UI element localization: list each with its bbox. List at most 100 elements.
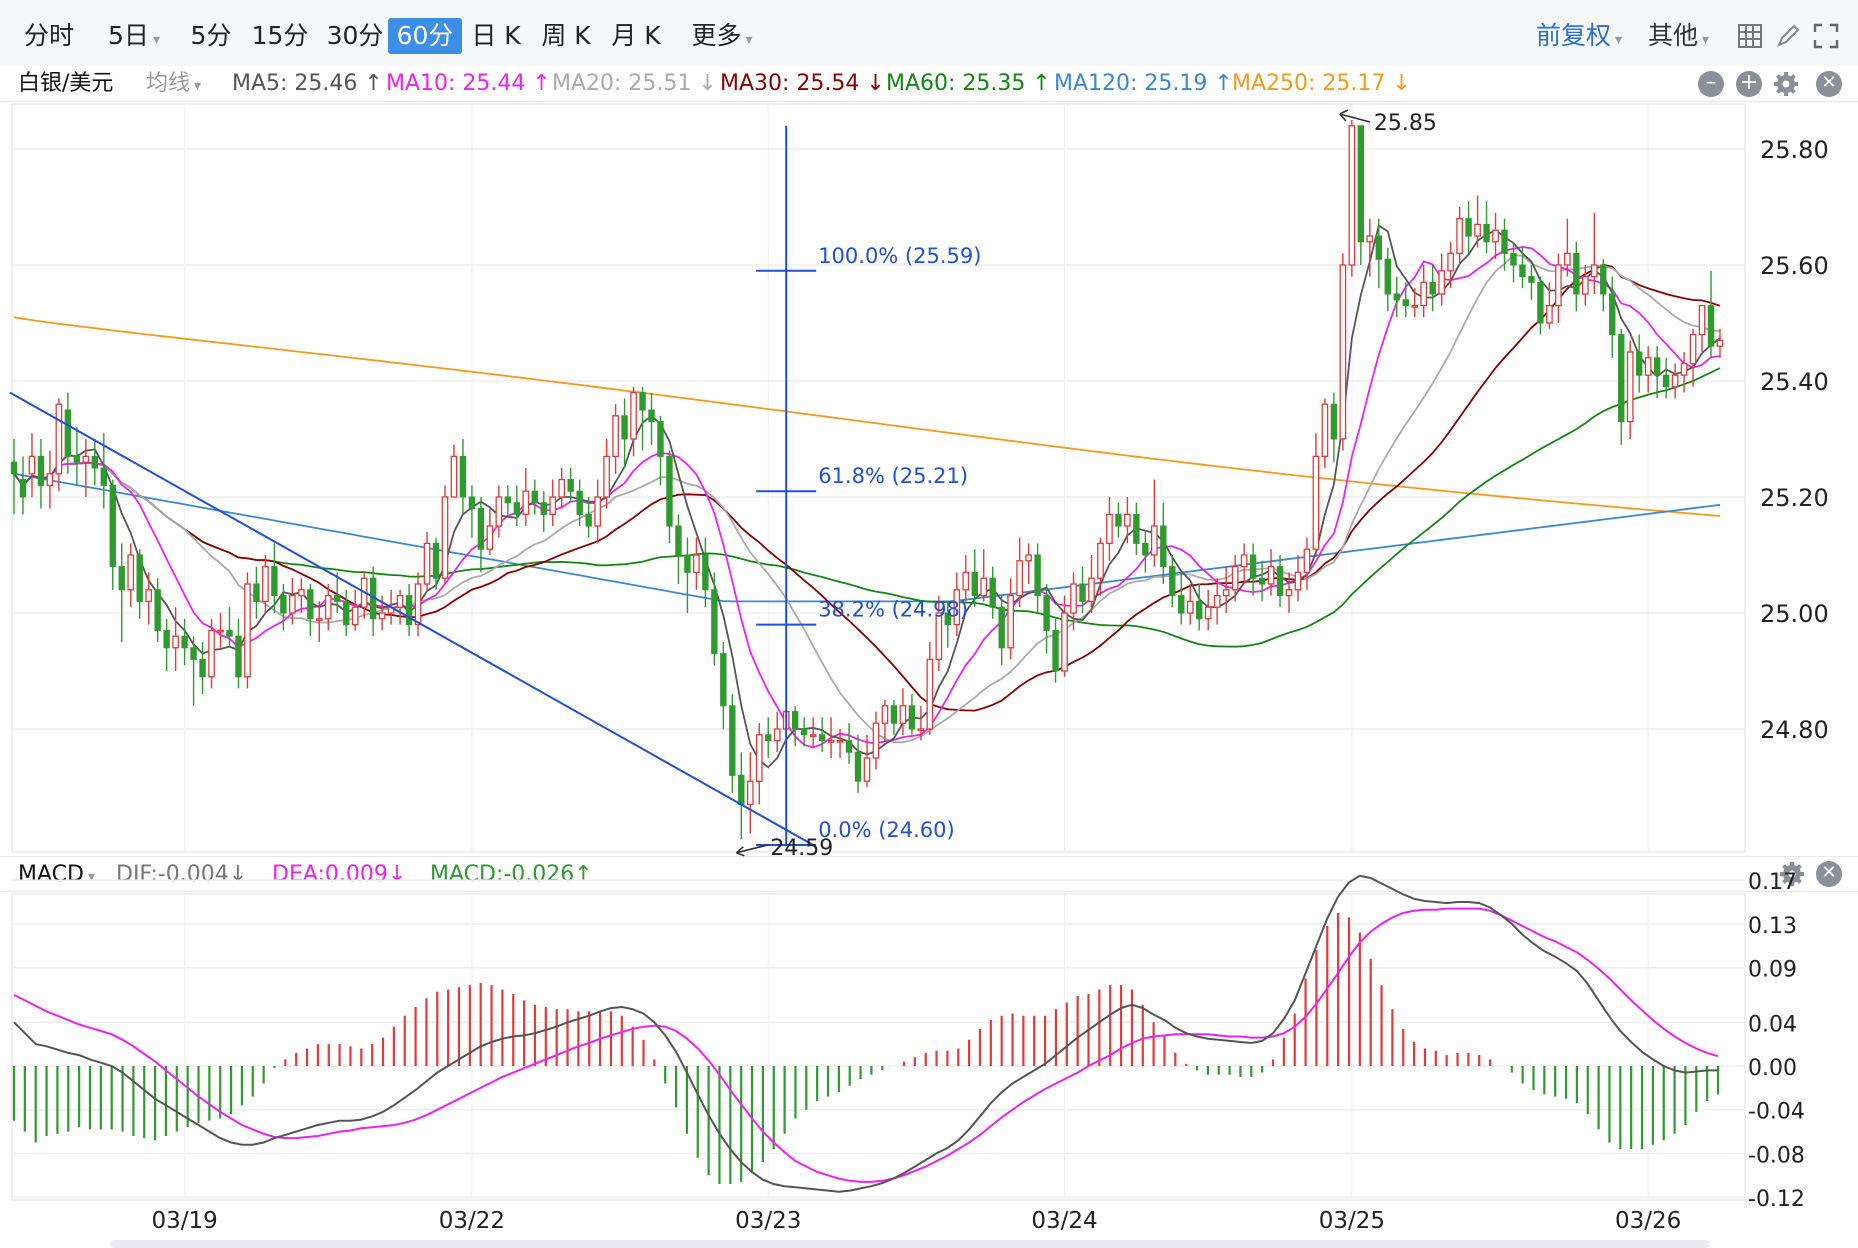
adjust-label: 前复权: [1536, 21, 1612, 50]
candle-up: [836, 739, 844, 743]
candle-up: [917, 728, 925, 732]
candle-down: [585, 513, 592, 527]
macd-close-icon[interactable]: ✕: [1816, 861, 1842, 887]
chevron-down-icon: ▾: [1702, 32, 1710, 48]
candle-up: [1025, 554, 1032, 562]
candle-up: [899, 705, 907, 724]
other-dropdown[interactable]: 其他 ▾: [1648, 18, 1709, 54]
macd-dropdown[interactable]: MACD ▾: [18, 859, 95, 891]
macd-y-tick-label: 0.13: [1748, 914, 1797, 939]
candle-down: [998, 606, 1005, 649]
y-tick-label: 25.00: [1760, 600, 1829, 628]
candle-down: [1537, 281, 1544, 324]
candle-up: [145, 589, 153, 603]
horizontal-scrollbar[interactable]: [110, 1240, 1710, 1248]
candle-up: [863, 757, 871, 782]
candle-up: [773, 728, 781, 742]
zoom-out-icon[interactable]: –: [1698, 71, 1724, 97]
tab-intraday[interactable]: 分时: [23, 21, 74, 50]
chevron-down-icon: ▾: [152, 32, 160, 48]
macd-gear-icon[interactable]: [1778, 860, 1806, 888]
candle-up: [1411, 304, 1419, 308]
candle-up: [809, 734, 817, 737]
chevron-down-icon: ▾: [1615, 32, 1623, 48]
candle-down: [531, 490, 538, 504]
tab-15min[interactable]: 15分: [251, 21, 309, 50]
candle-down: [576, 490, 583, 515]
gear-icon[interactable]: [1772, 70, 1800, 98]
dea-line: [13, 907, 1719, 1183]
candle-down: [1375, 235, 1382, 260]
candle-down: [1528, 276, 1535, 283]
candle-up: [1590, 264, 1598, 278]
ma20-line: [13, 254, 1721, 744]
candle-up: [1294, 571, 1302, 591]
tab-30min[interactable]: 30分: [326, 21, 384, 50]
low-arrow: [735, 844, 769, 857]
candle-up: [28, 455, 36, 475]
candle-up: [82, 455, 90, 463]
draw-pencil-icon[interactable]: [1774, 22, 1802, 50]
candle-down: [675, 525, 682, 556]
adjust-dropdown[interactable]: 前复权 ▾: [1536, 18, 1622, 54]
candle-down: [459, 455, 467, 498]
close-icon[interactable]: ✕: [1816, 71, 1842, 97]
candle-down: [567, 479, 574, 492]
candle-up: [396, 594, 404, 608]
tab-5day[interactable]: 5日 ▾: [96, 18, 172, 54]
tab-weekly-k[interactable]: 周 K: [541, 21, 591, 50]
dif-label: DIF:-0.004↓: [116, 862, 248, 887]
candle-down: [199, 658, 206, 678]
candle-down: [1196, 600, 1203, 620]
candle-up: [208, 629, 215, 678]
candle-down: [1249, 554, 1257, 579]
candle-up: [827, 739, 835, 743]
candle-down: [109, 484, 116, 568]
tab-daily-k[interactable]: 日 K: [471, 21, 521, 50]
candle-down: [1043, 595, 1050, 631]
candle-down: [1169, 566, 1176, 597]
high-label: 25.85: [1374, 111, 1437, 136]
candle-down: [1330, 403, 1338, 440]
candle-up: [1456, 217, 1463, 255]
zoom-in-icon[interactable]: +: [1736, 71, 1762, 97]
candle-down: [1079, 583, 1086, 602]
chevron-down-icon: ▾: [194, 78, 202, 94]
candle-down: [1393, 293, 1400, 301]
candle-up: [244, 583, 251, 678]
candle-up: [289, 594, 296, 614]
candle-up: [414, 583, 422, 626]
candle-down: [280, 595, 287, 614]
candle-up: [1124, 513, 1131, 527]
candle-up: [953, 589, 961, 626]
tab-monthly-k[interactable]: 月 K: [611, 21, 661, 50]
candle-up: [1007, 594, 1015, 649]
candle-up: [1438, 270, 1445, 295]
candle-up: [495, 496, 503, 527]
candle-down: [791, 711, 799, 730]
fullscreen-icon[interactable]: [1812, 22, 1840, 50]
ma-mode-dropdown[interactable]: 均线 ▾: [146, 68, 201, 100]
candle-down: [720, 653, 727, 707]
candle-up: [1339, 264, 1347, 440]
candle-down: [1662, 374, 1670, 388]
tab-5min[interactable]: 5分: [190, 21, 232, 50]
candle-up: [980, 577, 988, 597]
candle-down: [307, 589, 314, 620]
macd-indicator-header: MACD ▾ DIF:-0.004↓ DEA:0.009↓ MACD:-0.026…: [0, 856, 1858, 892]
x-tick-label: 03/22: [439, 1208, 505, 1234]
timeframe-toolbar: 分时 5日 ▾ 5分 15分 30分 60分 日 K 周 K 月 K 更多 ▾ 前复…: [0, 0, 1858, 72]
candle-down: [738, 774, 745, 805]
fib-level-label: 100.0% (25.59): [818, 244, 981, 268]
tab-more[interactable]: 更多 ▾: [680, 18, 764, 54]
grid-icon[interactable]: [1736, 22, 1764, 50]
candle-down: [1609, 293, 1616, 336]
candle-up: [1546, 304, 1553, 324]
x-tick-label: 03/25: [1319, 1208, 1385, 1234]
tab-60min[interactable]: 60分: [388, 18, 462, 54]
candle-down: [136, 554, 143, 602]
candle-up: [127, 554, 135, 591]
chevron-down-icon: ▾: [87, 869, 95, 885]
dea-label: DEA:0.009↓: [272, 862, 407, 887]
